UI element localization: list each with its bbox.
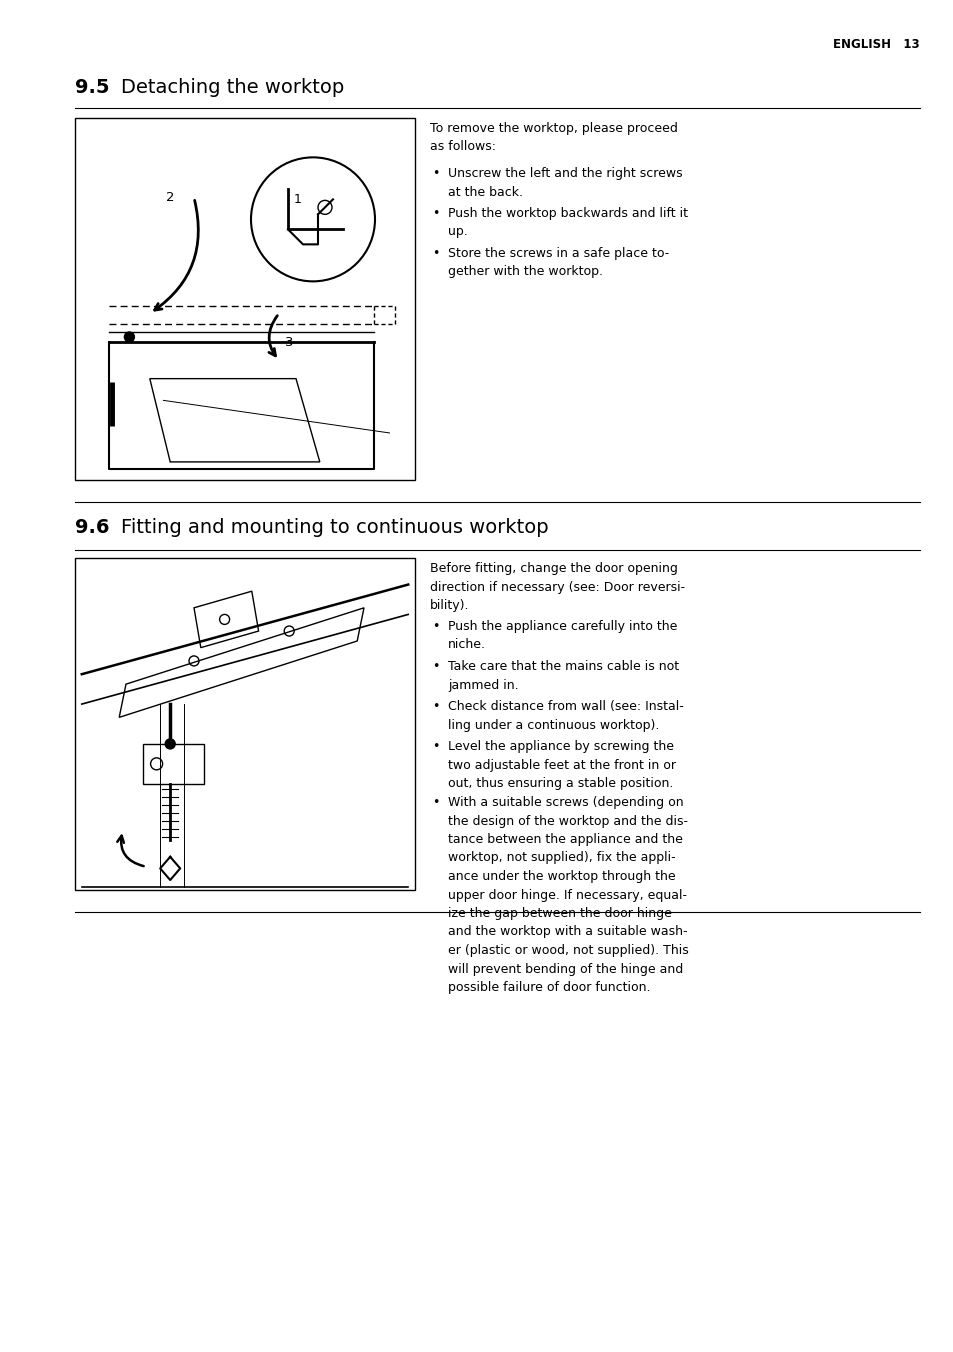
Text: Detaching the worktop: Detaching the worktop [121, 78, 344, 97]
Text: Push the worktop backwards and lift it
up.: Push the worktop backwards and lift it u… [448, 207, 687, 238]
Text: •: • [432, 660, 439, 673]
Text: •: • [432, 247, 439, 260]
Text: 1: 1 [294, 193, 301, 206]
Text: With a suitable screws (depending on
the design of the worktop and the dis-
tanc: With a suitable screws (depending on the… [448, 796, 688, 994]
Text: To remove the worktop, please proceed
as follows:: To remove the worktop, please proceed as… [430, 122, 678, 154]
Text: Check distance from wall (see: Instal-
ling under a continuous worktop).: Check distance from wall (see: Instal- l… [448, 700, 683, 731]
Text: Before fitting, change the door opening
direction if necessary (see: Door revers: Before fitting, change the door opening … [430, 562, 684, 612]
Text: •: • [432, 207, 439, 220]
Text: 9.6: 9.6 [75, 518, 110, 537]
Text: Level the appliance by screwing the
two adjustable feet at the front in or
out, : Level the appliance by screwing the two … [448, 740, 676, 790]
Bar [75, 558, 415, 890]
Text: •: • [432, 168, 439, 180]
Text: 3: 3 [285, 335, 294, 349]
Text: 2: 2 [166, 191, 174, 204]
Text: Unscrew the left and the right screws
at the back.: Unscrew the left and the right screws at… [448, 168, 682, 199]
Text: 9.5: 9.5 [75, 78, 110, 97]
Text: Store the screws in a safe place to-
gether with the worktop.: Store the screws in a safe place to- get… [448, 247, 669, 279]
Text: Push the appliance carefully into the
niche.: Push the appliance carefully into the ni… [448, 621, 677, 652]
Text: Fitting and mounting to continuous worktop: Fitting and mounting to continuous workt… [121, 518, 548, 537]
Bar [75, 118, 415, 480]
Text: •: • [432, 621, 439, 633]
Text: •: • [432, 796, 439, 808]
Circle shape [124, 333, 134, 342]
Text: Take care that the mains cable is not
jammed in.: Take care that the mains cable is not ja… [448, 660, 679, 691]
Text: •: • [432, 700, 439, 713]
Text: •: • [432, 740, 439, 753]
Text: ENGLISH   13: ENGLISH 13 [833, 38, 919, 51]
Circle shape [165, 740, 175, 749]
